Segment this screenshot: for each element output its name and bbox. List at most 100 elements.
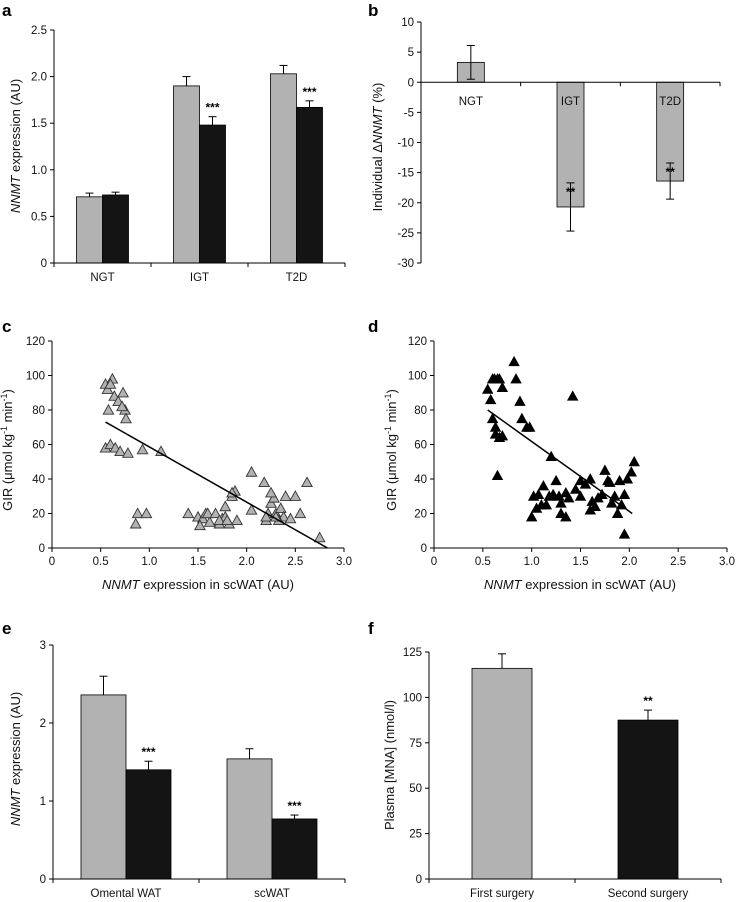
data-point — [604, 476, 616, 487]
x-category-label: Second surgery — [608, 888, 689, 900]
data-point — [284, 512, 297, 524]
data-point — [209, 507, 222, 519]
significance-label: *** — [287, 799, 301, 813]
y-tick-label: 10 — [401, 17, 414, 29]
data-point — [117, 386, 130, 398]
bar-grey — [80, 694, 127, 880]
data-point — [313, 531, 326, 543]
data-point — [201, 507, 214, 519]
panel-a: a *** *** 0 0.5 1.0 1.5 2.0 2.5 NGT IGT T2D NNMT … — [2, 1, 346, 284]
bar-grey — [270, 73, 297, 264]
data-point — [301, 476, 313, 488]
data-point — [258, 476, 271, 488]
x-tick-label: 1.5 — [573, 556, 589, 568]
y-tick-label: -15 — [397, 168, 414, 180]
y-tick-label: 0 — [39, 543, 45, 555]
data-point — [613, 474, 626, 486]
panel-b-ylabel: Individual ΔNNMT (%) — [370, 83, 385, 212]
significance-label: ** — [665, 165, 675, 179]
y-tick-label: 80 — [32, 405, 45, 417]
y-tick-label: -20 — [397, 198, 414, 210]
data-point — [265, 486, 277, 498]
data-point — [611, 507, 624, 518]
data-point — [489, 421, 502, 432]
x-tick-label: 2.5 — [287, 556, 303, 568]
x-category-label: NGT — [459, 96, 483, 108]
data-point — [482, 383, 494, 394]
y-tick-label: 80 — [414, 405, 427, 417]
data-point — [289, 490, 302, 501]
panel-c-xlabel: NNMT expression in scWAT (AU) — [102, 577, 294, 592]
data-point — [618, 488, 631, 499]
data-point — [294, 507, 307, 519]
data-point — [221, 514, 234, 526]
data-point — [510, 373, 522, 384]
data-point — [136, 443, 149, 455]
data-point — [203, 515, 216, 527]
data-point — [121, 446, 134, 458]
data-point — [574, 474, 587, 486]
panel-letter-e: e — [2, 619, 11, 638]
data-point — [584, 504, 596, 515]
x-category-label: Omental WAT — [91, 888, 162, 900]
x-tick-label: 0 — [431, 556, 437, 568]
data-point — [486, 412, 499, 424]
significance-label: ** — [643, 694, 653, 708]
panel-letter-d: d — [368, 317, 378, 336]
x-category-label: IGT — [561, 96, 580, 108]
data-point — [131, 507, 144, 519]
y-tick-label: 120 — [408, 336, 427, 348]
y-tick-label: 1.0 — [31, 165, 47, 177]
y-tick-label: 120 — [26, 336, 45, 348]
data-point — [104, 377, 117, 389]
panel-c: c 0 20 40 60 80 100 120 0 0.5 1.0 1.5 2.0 2.5 3.0 GIR… — [0, 317, 352, 592]
data-point — [274, 502, 287, 513]
bar-black — [271, 818, 318, 880]
data-point — [625, 466, 637, 477]
panel-e: e *** *** 0 1 2 3 Omental WAT scWAT NNMT expre… — [2, 619, 346, 900]
panel-f: f ** 0 25 50 75 100 125 First surgery Second su… — [368, 619, 722, 900]
panel-d: d 0 20 40 60 80 100 120 0 0.5 1.0 1.5 2.0 2.5 3.0 GIR… — [368, 317, 735, 592]
y-tick-label: 100 — [403, 692, 422, 704]
y-tick-label: 20 — [32, 509, 45, 521]
y-tick-label: 2.5 — [31, 25, 47, 37]
y-tick-label: -30 — [397, 258, 414, 270]
data-point — [219, 500, 232, 512]
data-point — [540, 499, 553, 510]
data-point — [260, 510, 273, 522]
panel-d-ylabel: GIR (μmol kg-1 min-1) — [383, 389, 399, 511]
data-point — [484, 393, 497, 405]
x-category-label: T2D — [286, 272, 308, 284]
data-point — [120, 412, 132, 424]
significance-label: *** — [205, 101, 219, 115]
data-point — [524, 421, 536, 432]
data-point — [606, 497, 618, 508]
data-point — [102, 403, 115, 415]
y-tick-label: 100 — [408, 371, 427, 383]
y-tick-label: 50 — [409, 783, 422, 795]
x-tick-label: 2.0 — [239, 556, 255, 568]
data-point — [537, 480, 550, 491]
y-tick-label: 0 — [421, 543, 427, 555]
y-tick-label: 0 — [416, 874, 422, 886]
bar-black — [125, 769, 172, 880]
data-point — [618, 528, 631, 539]
y-tick-label: 2 — [40, 718, 46, 730]
x-tick-label: 2.5 — [670, 556, 686, 568]
y-tick-label: -5 — [404, 107, 414, 119]
x-category-label: IGT — [190, 272, 209, 284]
panel-e-ylabel: NNMT expression (AU) — [8, 692, 23, 826]
y-tick-label: 60 — [32, 440, 45, 452]
y-tick-label: 75 — [409, 738, 422, 750]
panel-letter-f: f — [368, 619, 374, 638]
data-point — [525, 511, 538, 522]
panel-a-ylabel: NNMT expression (AU) — [8, 79, 23, 213]
regression-line — [487, 409, 633, 515]
y-tick-label: 0 — [40, 874, 46, 886]
panel-d-xlabel: NNMT expression in scWAT (AU) — [484, 577, 676, 592]
data-point — [508, 355, 520, 367]
data-point — [213, 514, 226, 526]
data-point — [491, 469, 504, 481]
data-point — [267, 491, 280, 503]
panel-letter-b: b — [368, 1, 378, 20]
